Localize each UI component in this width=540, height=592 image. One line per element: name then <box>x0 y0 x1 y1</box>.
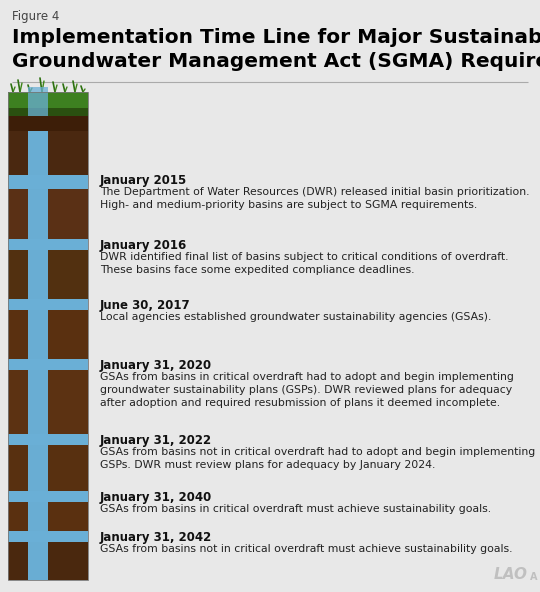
Bar <box>8 249 88 299</box>
Bar <box>8 115 88 126</box>
Bar <box>8 301 88 310</box>
Bar <box>8 361 88 370</box>
Bar <box>8 369 88 434</box>
Text: DWR identified final list of basins subject to critical conditions of overdraft.: DWR identified final list of basins subj… <box>100 252 509 275</box>
Text: January 31, 2040: January 31, 2040 <box>100 491 212 504</box>
Bar <box>8 92 88 580</box>
Text: January 2015: January 2015 <box>100 174 187 187</box>
Bar <box>8 491 88 501</box>
Bar <box>8 176 88 185</box>
Text: GSAs from basins in critical overdraft must achieve sustainability goals.: GSAs from basins in critical overdraft m… <box>100 504 491 514</box>
Bar <box>28 87 48 116</box>
Text: LAO: LAO <box>494 567 528 582</box>
Bar <box>8 116 88 131</box>
Text: GSAs from basins not in critical overdraft had to adopt and begin implementing
G: GSAs from basins not in critical overdra… <box>100 447 535 470</box>
Bar <box>8 239 88 249</box>
Text: Local agencies established groundwater sustainability agencies (GSAs).: Local agencies established groundwater s… <box>100 312 491 322</box>
Bar <box>8 533 88 542</box>
Bar <box>8 92 88 115</box>
Bar <box>8 434 88 444</box>
Text: Groundwater Management Act (SGMA) Requirements: Groundwater Management Act (SGMA) Requir… <box>12 52 540 71</box>
Bar <box>8 175 88 189</box>
Bar <box>8 359 88 369</box>
Bar <box>8 309 88 359</box>
Text: January 31, 2022: January 31, 2022 <box>100 434 212 447</box>
Bar <box>8 241 88 250</box>
Bar <box>8 541 88 580</box>
Bar <box>8 444 88 491</box>
Bar <box>8 299 88 309</box>
Text: June 30, 2017: June 30, 2017 <box>100 299 191 312</box>
Text: GSAs from basins not in critical overdraft must achieve sustainability goals.: GSAs from basins not in critical overdra… <box>100 544 512 554</box>
Bar <box>8 126 88 175</box>
Text: The Department of Water Resources (DWR) released initial basin prioritization.
H: The Department of Water Resources (DWR) … <box>100 187 530 210</box>
Text: A: A <box>530 572 537 582</box>
Bar <box>8 493 88 502</box>
Text: Implementation Time Line for Major Sustainable: Implementation Time Line for Major Susta… <box>12 28 540 47</box>
Text: January 31, 2042: January 31, 2042 <box>100 531 212 544</box>
Bar <box>8 108 88 116</box>
Text: GSAs from basins in critical overdraft had to adopt and begin implementing
groun: GSAs from basins in critical overdraft h… <box>100 372 514 408</box>
Bar <box>8 531 88 541</box>
Bar <box>28 92 48 580</box>
Bar <box>8 436 88 445</box>
Text: January 2016: January 2016 <box>100 239 187 252</box>
Text: January 31, 2020: January 31, 2020 <box>100 359 212 372</box>
Bar <box>28 92 48 580</box>
Bar <box>8 189 88 239</box>
Text: Figure 4: Figure 4 <box>12 10 59 23</box>
Bar <box>8 92 88 108</box>
Bar <box>8 501 88 531</box>
